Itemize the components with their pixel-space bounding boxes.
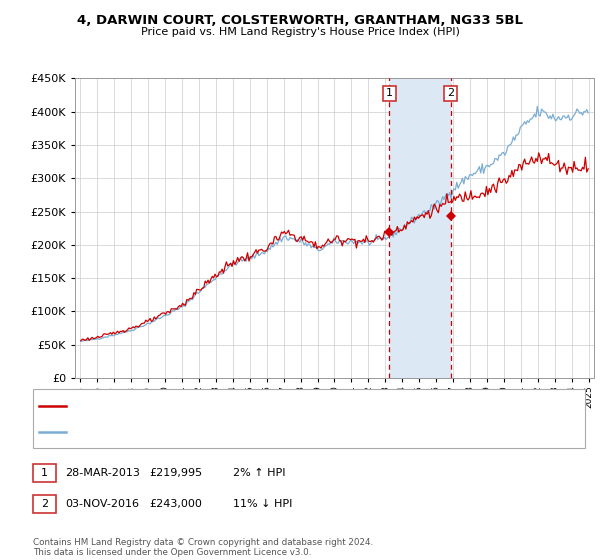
Text: Price paid vs. HM Land Registry's House Price Index (HPI): Price paid vs. HM Land Registry's House …: [140, 27, 460, 37]
Text: 1: 1: [41, 468, 48, 478]
Text: Contains HM Land Registry data © Crown copyright and database right 2024.
This d: Contains HM Land Registry data © Crown c…: [33, 538, 373, 557]
Text: 03-NOV-2016: 03-NOV-2016: [65, 499, 139, 509]
Text: 4, DARWIN COURT, COLSTERWORTH, GRANTHAM, NG33 5BL: 4, DARWIN COURT, COLSTERWORTH, GRANTHAM,…: [77, 14, 523, 27]
Text: 2: 2: [447, 88, 454, 99]
Text: £219,995: £219,995: [149, 468, 202, 478]
Text: £243,000: £243,000: [149, 499, 202, 509]
Text: 4, DARWIN COURT, COLSTERWORTH, GRANTHAM, NG33 5BL (detached house): 4, DARWIN COURT, COLSTERWORTH, GRANTHAM,…: [72, 400, 463, 410]
Text: 28-MAR-2013: 28-MAR-2013: [65, 468, 140, 478]
Text: 11% ↓ HPI: 11% ↓ HPI: [233, 499, 292, 509]
Text: 2% ↑ HPI: 2% ↑ HPI: [233, 468, 286, 478]
Text: 1: 1: [386, 88, 393, 99]
Text: HPI: Average price, detached house, South Kesteven: HPI: Average price, detached house, Sout…: [72, 427, 334, 437]
Text: 2: 2: [41, 499, 48, 509]
